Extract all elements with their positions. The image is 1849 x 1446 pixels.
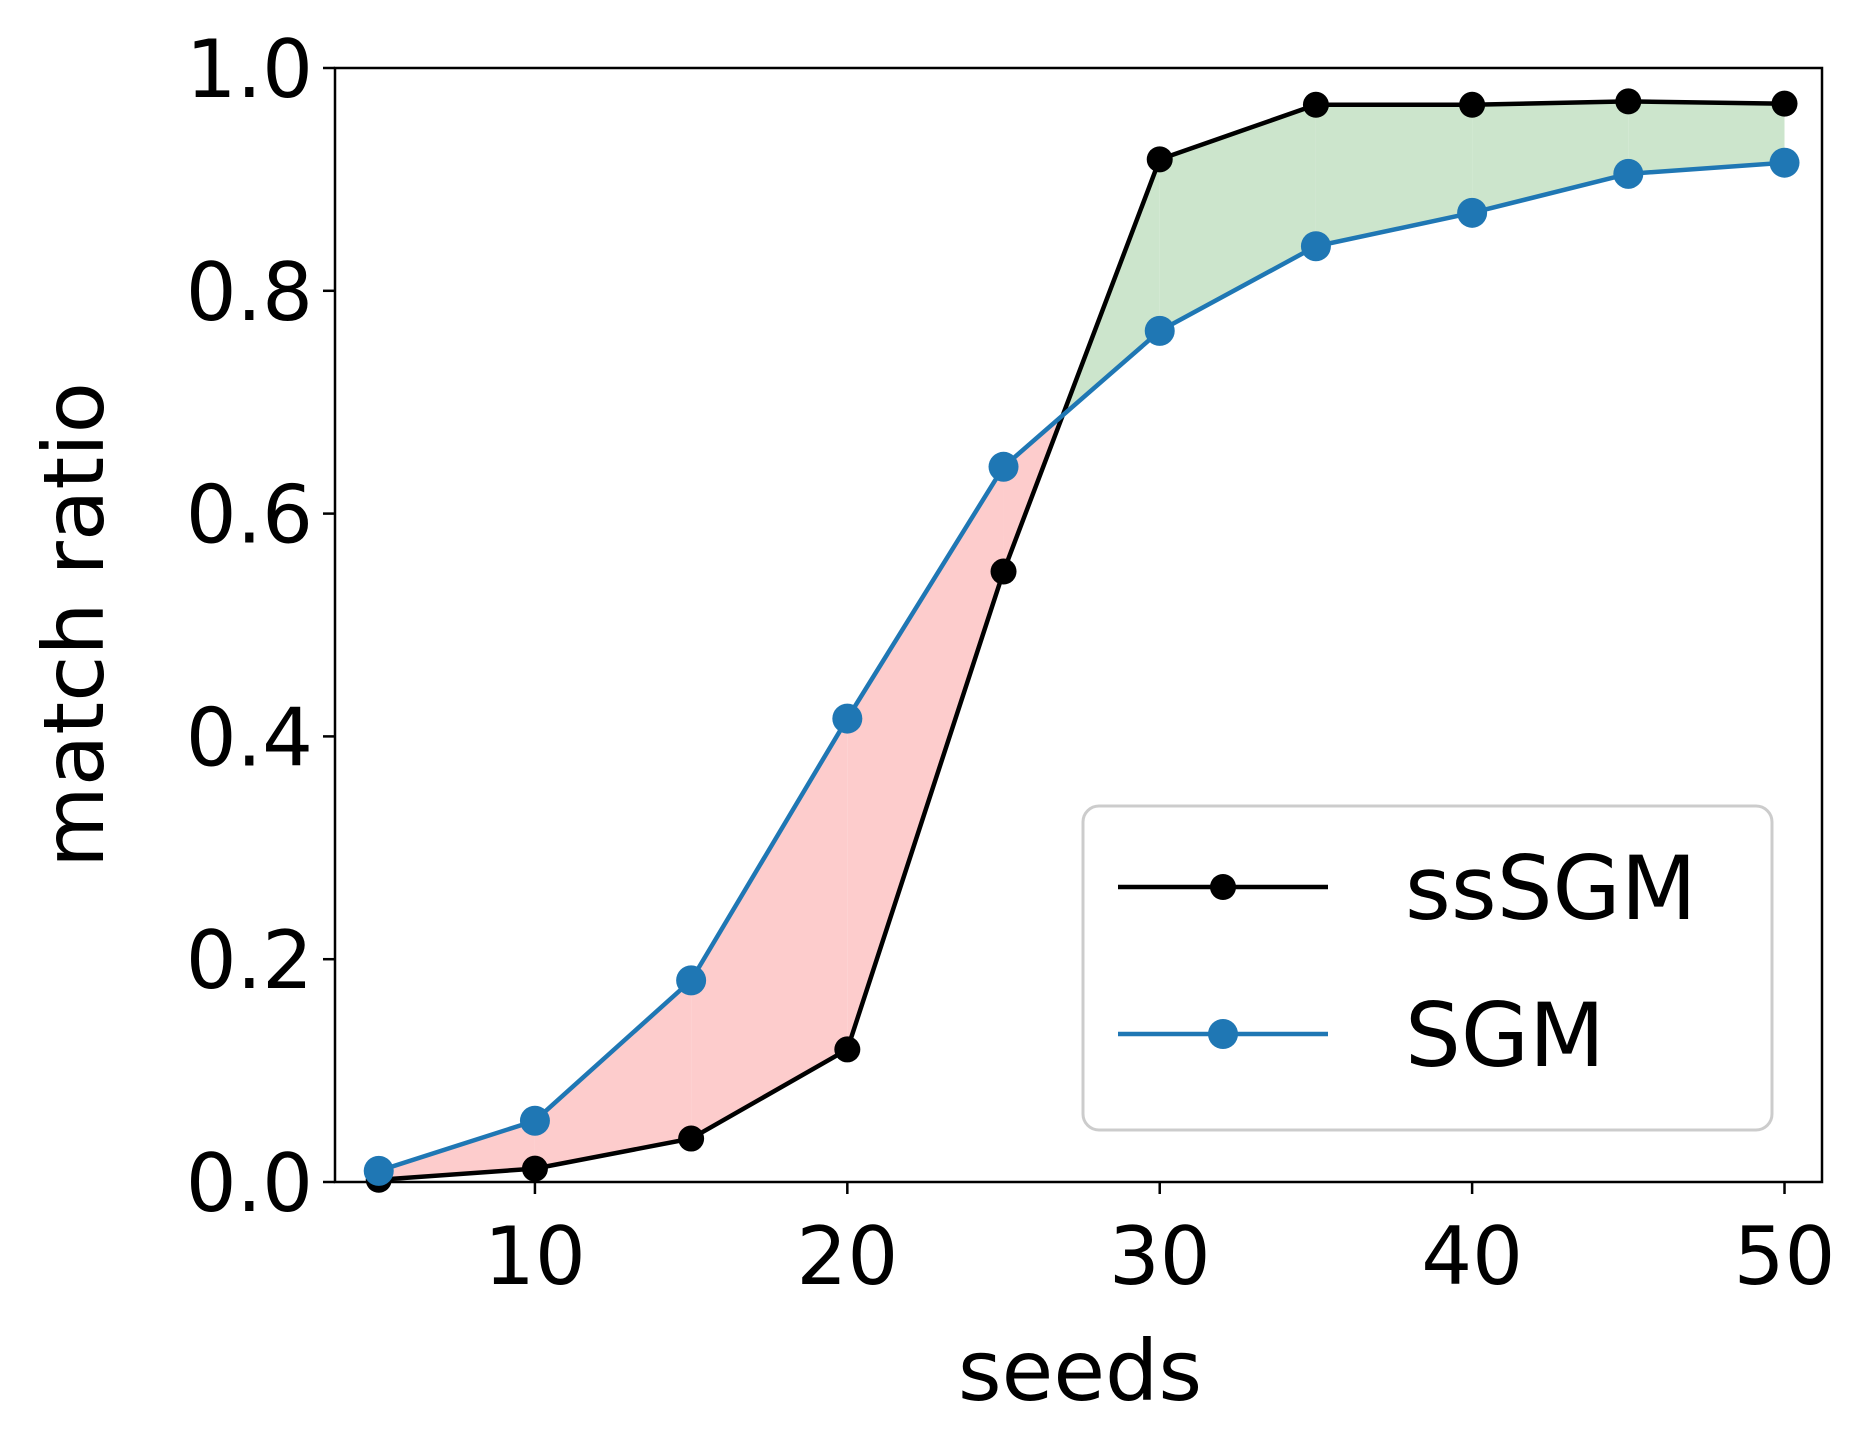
x-tick-label: 50 [1734, 1210, 1836, 1303]
data-point-ssSGM [678, 1125, 705, 1152]
series-line-SGM [378, 160, 1785, 1174]
axis-labels: seeds match ratio [25, 382, 1202, 1420]
legend-label-SGM: SGM [1405, 984, 1605, 1087]
data-point-ssSGM [521, 1155, 548, 1182]
x-tick-label: 30 [1109, 1210, 1211, 1303]
data-point-ssSGM [834, 1036, 861, 1063]
data-point-SGM [832, 703, 863, 734]
data-point-SGM [1457, 197, 1488, 228]
data-point-ssSGM [1771, 90, 1798, 117]
legend: ssSGM SGM [1081, 804, 1774, 1132]
fill-region-1-0 [534, 980, 692, 1169]
x-tick-label: 10 [484, 1210, 586, 1303]
data-point-ssSGM [1302, 91, 1329, 118]
legend-label-ssSGM: ssSGM [1405, 837, 1697, 940]
data-point-ssSGM [1459, 91, 1486, 118]
data-point-SGM [1769, 147, 1800, 178]
y-tick-label: 0.6 [186, 469, 313, 562]
plot-frame [333, 66, 1824, 1184]
fill-region-5-0 [1159, 104, 1316, 331]
fill-region-2-0 [691, 718, 848, 1139]
data-point-SGM [1613, 158, 1644, 189]
data-point-ssSGM [990, 558, 1017, 585]
series-line-ssSGM [378, 99, 1785, 1183]
fill-region-8-0 [1628, 101, 1785, 174]
data-point-SGM [676, 965, 707, 996]
y-tick-label: 0.4 [186, 691, 313, 784]
fill-region-7-0 [1472, 101, 1629, 213]
data-point-ssSGM [1615, 88, 1642, 115]
x-tick-label: 20 [796, 1210, 898, 1303]
y-tick-label: 0.2 [186, 914, 313, 1007]
x-tick-label: 40 [1421, 1210, 1523, 1303]
y-tick-label: 0.0 [186, 1137, 313, 1230]
data-point-ssSGM [1146, 146, 1173, 173]
legend-marker-SGM [1208, 1019, 1238, 1049]
data-point-SGM [363, 1155, 394, 1186]
data-point-SGM [1300, 231, 1331, 262]
legend-marker-ssSGM [1210, 874, 1236, 900]
axes: 10 20 30 40 50 0.0 0.2 0.4 0.6 0.8 1.0 [186, 23, 1836, 1303]
y-tick-label: 1.0 [186, 23, 313, 116]
data-point-SGM [1144, 315, 1175, 346]
y-axis-title: match ratio [25, 382, 123, 868]
fill-region-3-0 [847, 466, 1004, 1050]
data-point-SGM [519, 1105, 550, 1136]
fill-region-6-0 [1315, 104, 1473, 247]
series-lines [363, 88, 1800, 1193]
x-axis-title: seeds [958, 1322, 1202, 1420]
y-tick-label: 0.8 [186, 246, 313, 339]
data-point-SGM [988, 451, 1019, 482]
